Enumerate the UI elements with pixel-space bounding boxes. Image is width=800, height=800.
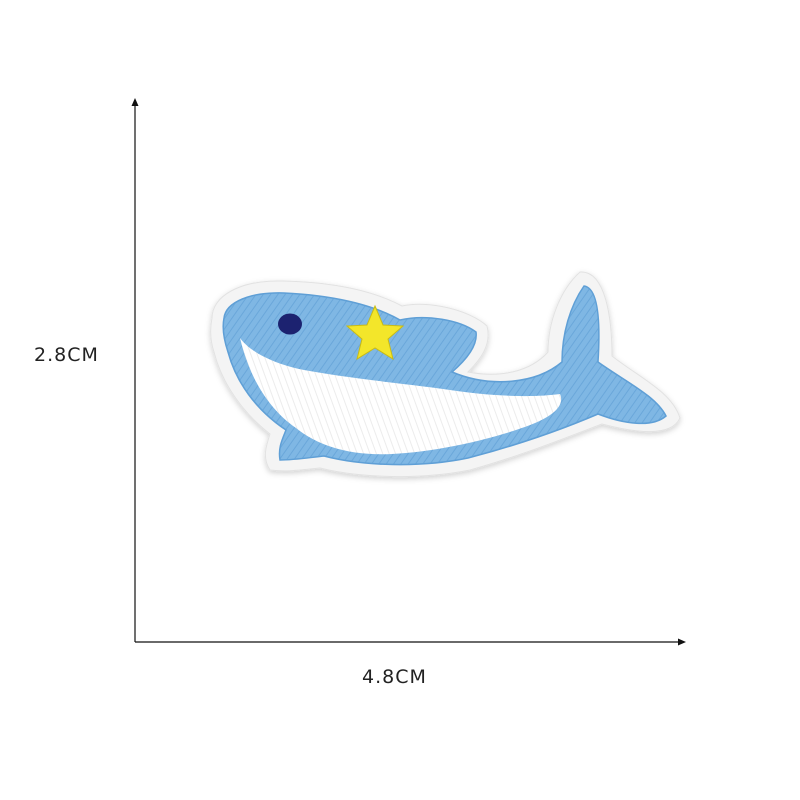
star-icon: [345, 304, 405, 361]
right-arrow-icon: [678, 638, 686, 646]
dolphin-patch-icon: [210, 271, 681, 478]
up-arrow-icon: [131, 98, 139, 106]
eye-icon: [278, 313, 302, 335]
width-axis: [135, 638, 686, 646]
width-dimension-label: 4.8CM: [362, 666, 427, 688]
height-dimension-label: 2.8CM: [34, 344, 99, 366]
height-axis: [131, 98, 139, 642]
